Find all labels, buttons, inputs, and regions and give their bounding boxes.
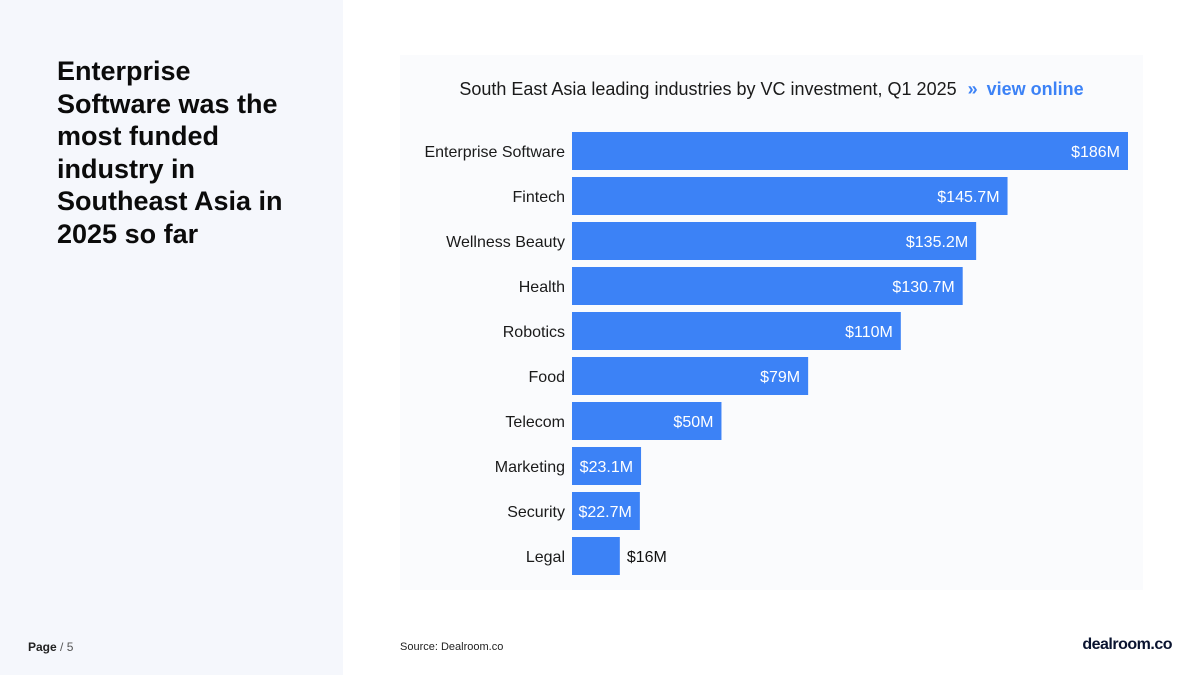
bar-value-label: $22.7M [578,504,631,521]
page-label: Page [28,640,57,654]
category-label: Robotics [503,324,565,341]
page-indicator: Page / 5 [28,640,73,654]
bar[interactable] [572,492,640,530]
source-value: Dealroom.co [440,641,504,653]
bar-value-label: $135.2M [906,234,968,251]
bar[interactable] [572,312,901,350]
bar[interactable] [572,267,963,305]
bar[interactable] [572,177,1008,215]
bar[interactable] [572,447,642,485]
dealroom-logo[interactable]: dealroom.co [1082,636,1172,653]
page-number: 5 [66,640,74,654]
category-label: Wellness Beauty [446,234,565,251]
category-label: Telecom [505,414,565,431]
bar[interactable] [572,222,977,260]
bar-value-label: $79M [760,369,800,386]
bar-value-label: $130.7M [892,279,954,296]
source-label: Source: [400,641,438,653]
bar-value-label: $16M [627,549,667,566]
chart-title-row: South East Asia leading industries by VC… [400,79,1143,100]
view-online-arrow-icon[interactable]: » [967,79,978,99]
bar-value-label: $23.1M [580,459,633,476]
bar-value-label: $145.7M [937,189,999,206]
category-label: Legal [526,549,565,566]
category-label: Security [507,504,565,521]
bar-chart: Enterprise Software $186M Fintech $145.7M We… [424,132,1128,575]
bar-value-label: $186M [1071,144,1120,161]
category-label: Food [529,369,565,386]
bar-value-label: $110M [845,324,893,341]
bar[interactable] [572,357,809,395]
bar[interactable] [572,132,1128,170]
bar[interactable] [572,537,620,575]
chart-title: South East Asia leading industries by VC… [459,79,957,99]
category-label: Health [519,279,565,296]
left-panel: Enterprise Software was the most funded … [0,0,343,675]
view-online-link[interactable]: view online [986,79,1084,99]
source-note: Source: Dealroom.co [400,641,503,653]
category-label: Marketing [495,459,565,476]
category-label: Enterprise Software [424,144,565,161]
page-separator: / [60,640,67,654]
category-label: Fintech [513,189,565,206]
bar[interactable] [572,402,722,440]
bar-value-label: $50M [673,414,713,431]
slide-headline: Enterprise Software was the most funded … [57,56,283,249]
